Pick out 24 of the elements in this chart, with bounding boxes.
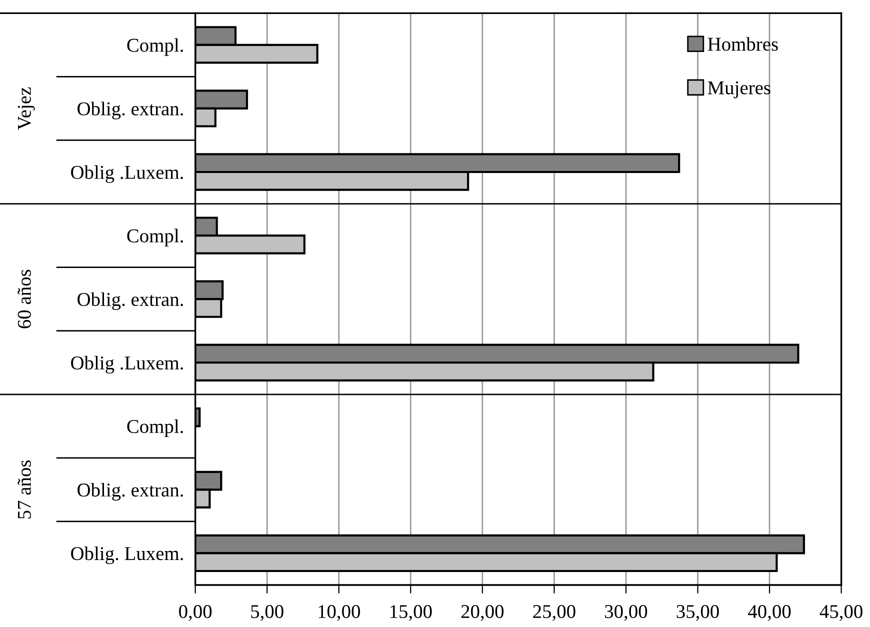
y-tick-label: Oblig. extran.	[78, 482, 183, 501]
x-tick-label: 20,00	[461, 604, 504, 621]
legend-label: Mujeres	[708, 81, 770, 98]
y-tick-label: Compl.	[127, 419, 183, 438]
x-tick-label: 15,00	[390, 604, 432, 621]
y-tick-label: Compl.	[127, 38, 183, 56]
x-tick-label: 35,00	[676, 604, 719, 621]
x-tick-label: 0,00	[179, 604, 212, 621]
y-tick-label: Oblig .Luxem.	[71, 356, 183, 374]
text: 60 años	[18, 270, 31, 328]
y-tick-label: Compl.	[127, 228, 183, 246]
y-tick-label: Oblig. extran.	[78, 292, 183, 310]
text: 57 años	[18, 460, 31, 519]
x-tick-label: 25,00	[533, 604, 576, 621]
legend-label: Hombres	[708, 37, 778, 51]
x-tick-label: 30,00	[605, 604, 648, 621]
text: Vejez	[18, 87, 35, 130]
y-tick-label: Oblig .Luxem.	[71, 165, 183, 183]
x-tick-label: 10,00	[318, 604, 360, 621]
y-tick-label: Oblig. extran.	[78, 102, 183, 120]
x-tick-label: 45,00	[820, 604, 862, 621]
y-tick-label: Oblig. Luxem.	[71, 546, 183, 564]
x-tick-label: 40,00	[748, 604, 791, 621]
x-tick-label: 5,00	[251, 604, 284, 621]
